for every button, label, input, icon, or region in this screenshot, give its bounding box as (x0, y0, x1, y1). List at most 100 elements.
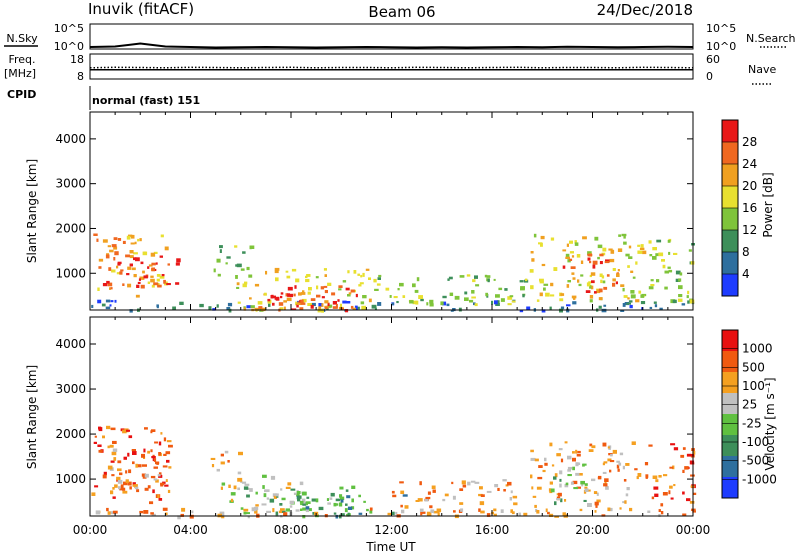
power-cell (649, 254, 653, 257)
velocity-cell (347, 512, 350, 517)
velocity-colorbar-label: Velocity [m s⁻¹] (763, 377, 777, 470)
velocity-cell (653, 486, 659, 490)
velocity-cell (451, 481, 454, 485)
velocity-colorbar: 1000 500 100 25 -25 -100 -500 -1000 (721, 329, 777, 499)
power-cell (143, 275, 148, 279)
power-cell (166, 283, 171, 286)
power-cell (291, 268, 297, 272)
power-cell (397, 288, 400, 291)
velocity-axes: 1000 2000 3000 4000 00:00 04:00 08:00 12:00 16:0… (55, 317, 710, 537)
power-cell (337, 299, 340, 302)
velocity-cell (576, 453, 581, 457)
velocity-cell (511, 511, 515, 515)
velocity-cell (567, 455, 572, 460)
power-panel-frame (89, 111, 694, 311)
velocity-cell (534, 458, 539, 462)
velocity-cell (216, 468, 220, 472)
power-cell (536, 299, 540, 302)
velocity-cell (545, 508, 548, 513)
velocity-cell (299, 500, 304, 504)
power-cell (509, 295, 514, 298)
power-cell (97, 299, 102, 304)
power-cell (562, 249, 567, 252)
colorbar-segment (722, 120, 738, 143)
power-cell (362, 295, 367, 299)
power-cell (216, 304, 219, 308)
power-cell (244, 281, 248, 285)
colorbar-segment (722, 164, 738, 187)
colorbar-segment (722, 351, 738, 373)
velocity-cell (111, 451, 117, 456)
power-cell (91, 304, 94, 308)
velocity-cell (392, 494, 397, 498)
power-cell (235, 275, 238, 279)
velocity-cell (338, 502, 343, 507)
power-cell (486, 275, 491, 278)
power-cell (589, 284, 592, 289)
velocity-cell (94, 435, 97, 438)
velocity-cell (668, 490, 671, 495)
power-cell (113, 257, 116, 261)
power-cell (248, 274, 253, 278)
power-cell (172, 306, 176, 311)
power-cell (622, 303, 626, 307)
power-cell (357, 273, 360, 276)
power-cell (580, 260, 584, 264)
velocity-cell (623, 479, 627, 482)
power-cell (591, 280, 595, 284)
power-cell (311, 302, 316, 307)
power-cell (142, 270, 145, 274)
velocity-cell (510, 490, 513, 494)
velocity-cell (559, 478, 562, 482)
power-cell (540, 242, 543, 247)
velocity-cell (228, 484, 231, 488)
power-cell (98, 266, 102, 269)
colorbar-tick-label: 4 (742, 267, 750, 281)
velocity-cell (167, 489, 171, 493)
velocity-cell (510, 509, 513, 513)
velocity-cell (497, 487, 500, 491)
y-tick-label: 4000 (55, 337, 86, 351)
velocity-cell (285, 486, 291, 489)
velocity-cell (150, 430, 153, 434)
velocity-cell (305, 506, 310, 510)
velocity-cell (270, 475, 276, 480)
power-cell (686, 295, 689, 299)
velocity-cell (610, 453, 613, 457)
velocity-cell (237, 477, 243, 482)
velocity-cell (693, 492, 697, 495)
y-tick-label: 4000 (55, 132, 86, 146)
power-cell (620, 309, 625, 312)
power-cell (650, 284, 655, 287)
power-cell (530, 251, 534, 254)
velocity-cell (181, 507, 186, 512)
velocity-cell (340, 496, 345, 500)
power-cell (142, 251, 148, 256)
power-cell (519, 280, 524, 283)
power-cell (610, 249, 615, 254)
velocity-cell (264, 489, 270, 492)
power-cell (102, 239, 108, 243)
power-cell (574, 242, 579, 246)
power-cell (119, 271, 123, 275)
power-cell (226, 307, 231, 310)
power-cell (227, 302, 233, 307)
velocity-cell (339, 494, 343, 498)
velocity-cell (567, 469, 571, 472)
power-cell (120, 269, 124, 272)
power-cell (587, 257, 591, 261)
power-cell (677, 298, 683, 302)
power-cell (93, 233, 98, 236)
velocity-cell (582, 463, 585, 467)
power-cell (652, 247, 657, 251)
velocity-cell (564, 499, 567, 502)
power-cell (267, 299, 272, 304)
velocity-cell (660, 511, 664, 515)
velocity-cell (238, 451, 243, 456)
velocity-cell (426, 511, 432, 516)
velocity-cell (584, 486, 588, 490)
velocity-cell (617, 468, 620, 472)
velocity-cell (453, 510, 456, 513)
power-cell (630, 270, 634, 273)
velocity-cell (128, 469, 132, 474)
